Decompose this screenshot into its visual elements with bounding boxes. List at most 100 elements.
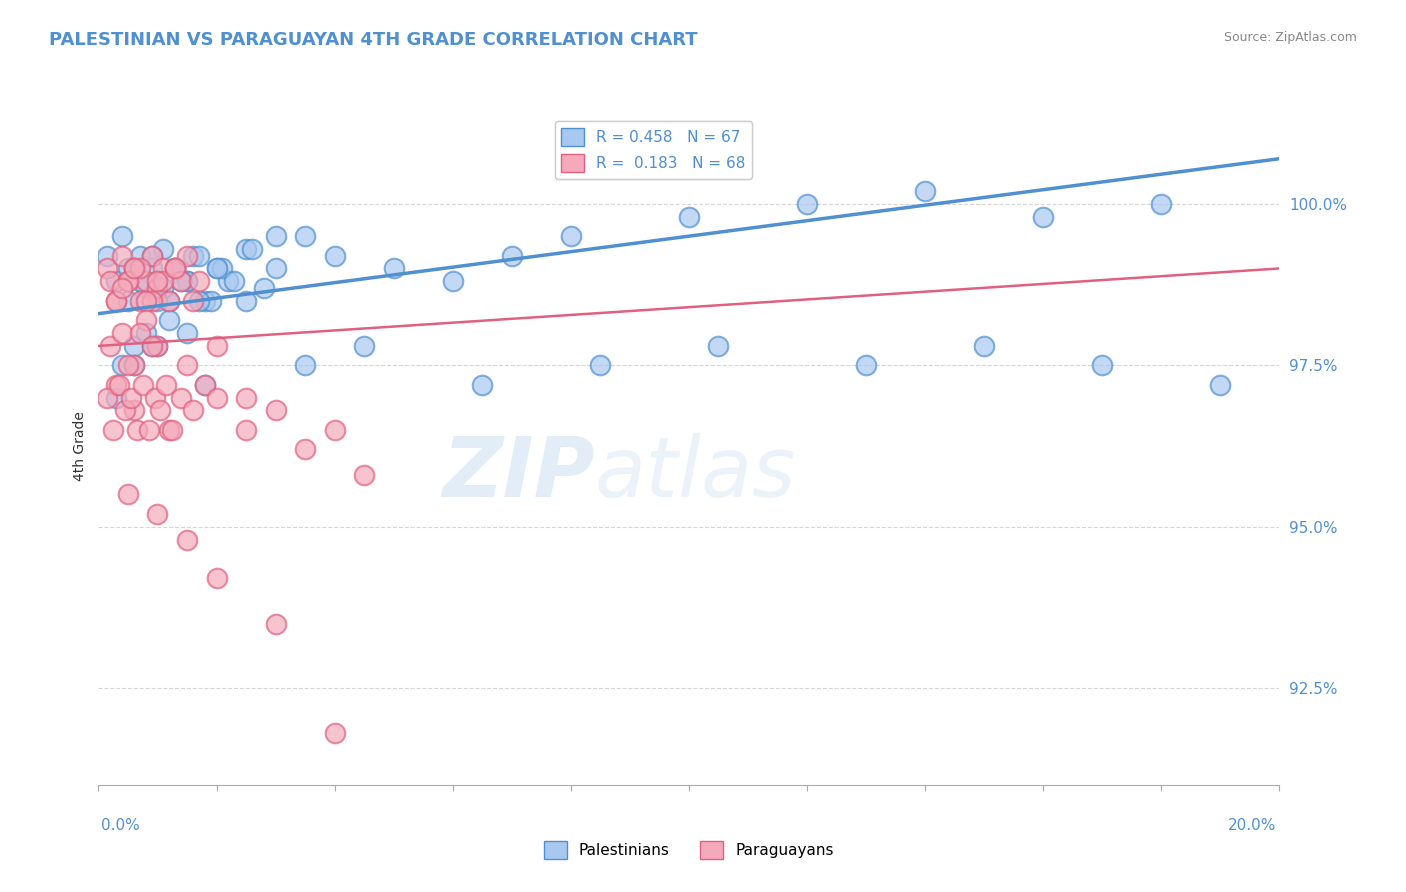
Point: [240, 242, 263, 256]
Point: [135, 281, 157, 295]
Point: [146, 274, 169, 288]
Point: [796, 197, 818, 211]
Point: [135, 326, 157, 340]
Point: [149, 403, 172, 417]
Point: [135, 293, 157, 308]
Point: [1209, 377, 1232, 392]
Point: [855, 359, 877, 373]
Point: [146, 274, 169, 288]
Point: [1032, 210, 1054, 224]
Point: [187, 274, 209, 288]
Point: [253, 281, 276, 295]
Point: [117, 487, 139, 501]
Point: [122, 261, 145, 276]
Point: [165, 261, 187, 276]
Point: [122, 261, 145, 276]
Point: [96, 261, 118, 276]
Point: [141, 248, 163, 262]
Point: [146, 507, 169, 521]
Point: [176, 248, 198, 262]
Point: [146, 281, 169, 295]
Point: [128, 293, 150, 308]
Point: [194, 293, 217, 308]
Point: [122, 261, 145, 276]
Text: 0.0%: 0.0%: [101, 818, 141, 832]
Point: [98, 274, 121, 288]
Point: [146, 339, 169, 353]
Point: [157, 313, 180, 327]
Point: [471, 377, 494, 392]
Point: [162, 423, 183, 437]
Point: [143, 391, 166, 405]
Point: [205, 261, 228, 276]
Point: [187, 248, 209, 262]
Point: [264, 229, 287, 244]
Point: [176, 274, 198, 288]
Point: [117, 274, 139, 288]
Point: [128, 248, 150, 262]
Point: [98, 339, 121, 353]
Point: [294, 359, 316, 373]
Point: [122, 339, 145, 353]
Point: [111, 326, 134, 340]
Point: [589, 359, 612, 373]
Point: [122, 359, 145, 373]
Point: [114, 403, 136, 417]
Point: [152, 281, 174, 295]
Point: [353, 468, 375, 483]
Point: [111, 229, 134, 244]
Point: [135, 313, 157, 327]
Point: [323, 726, 346, 740]
Text: Source: ZipAtlas.com: Source: ZipAtlas.com: [1223, 31, 1357, 45]
Point: [108, 377, 131, 392]
Text: PALESTINIAN VS PARAGUAYAN 4TH GRADE CORRELATION CHART: PALESTINIAN VS PARAGUAYAN 4TH GRADE CORR…: [49, 31, 697, 49]
Point: [152, 274, 174, 288]
Point: [120, 391, 142, 405]
Point: [135, 274, 157, 288]
Point: [122, 403, 145, 417]
Point: [96, 248, 118, 262]
Point: [141, 261, 163, 276]
Point: [141, 248, 163, 262]
Point: [914, 184, 936, 198]
Point: [235, 242, 257, 256]
Point: [1150, 197, 1173, 211]
Text: atlas: atlas: [595, 433, 796, 514]
Point: [294, 229, 316, 244]
Point: [211, 261, 233, 276]
Point: [170, 391, 193, 405]
Point: [157, 293, 180, 308]
Point: [128, 274, 150, 288]
Point: [176, 326, 198, 340]
Point: [155, 377, 177, 392]
Point: [181, 293, 204, 308]
Point: [200, 293, 222, 308]
Point: [194, 377, 217, 392]
Point: [146, 339, 169, 353]
Point: [264, 261, 287, 276]
Point: [323, 423, 346, 437]
Point: [96, 391, 118, 405]
Point: [176, 533, 198, 547]
Point: [170, 274, 193, 288]
Point: [141, 293, 163, 308]
Point: [176, 359, 198, 373]
Point: [501, 248, 523, 262]
Point: [105, 391, 128, 405]
Point: [707, 339, 730, 353]
Point: [441, 274, 464, 288]
Point: [122, 359, 145, 373]
Point: [382, 261, 405, 276]
Point: [111, 281, 134, 295]
Point: [205, 571, 228, 585]
Point: [1091, 359, 1114, 373]
Point: [128, 326, 150, 340]
Point: [165, 261, 187, 276]
Point: [105, 377, 128, 392]
Point: [138, 423, 160, 437]
Point: [117, 261, 139, 276]
Point: [117, 293, 139, 308]
Point: [117, 359, 139, 373]
Point: [141, 339, 163, 353]
Point: [157, 293, 180, 308]
